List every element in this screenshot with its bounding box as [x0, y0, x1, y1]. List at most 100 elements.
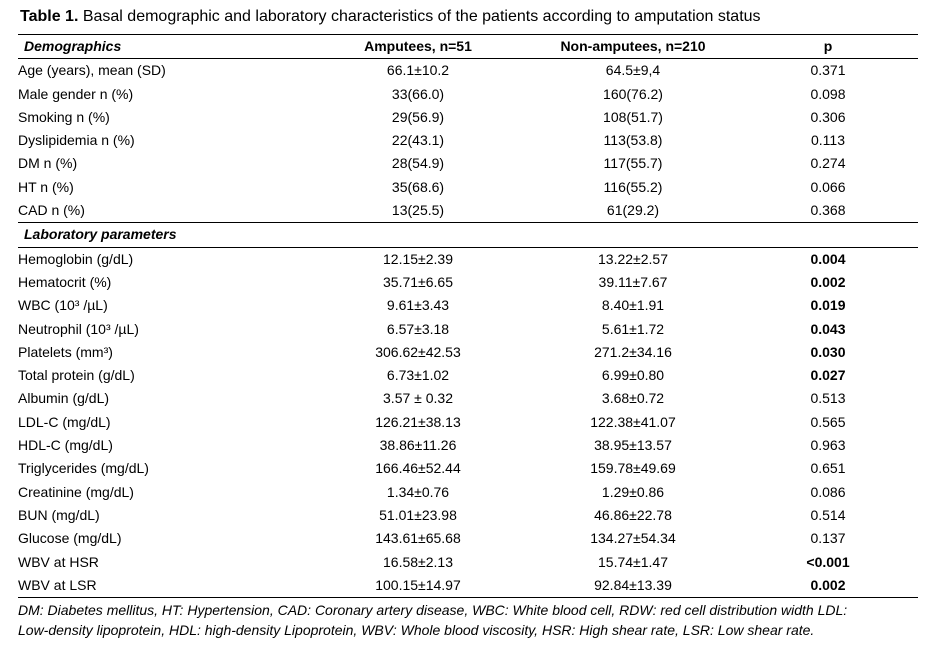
caption-lead: Table 1.: [20, 8, 79, 25]
footnote-line-1: DM: Diabetes mellitus, HT: Hypertension,…: [18, 602, 848, 618]
cell-non-amputees: 92.84±13.39: [528, 573, 738, 599]
table-row: Total protein (g/dL) 6.73±1.02 6.99±0.80 0.…: [18, 364, 918, 387]
cell-amputees: 28(54.9): [391, 155, 445, 172]
table-row: Neutrophil (10³ /µL) 6.57±3.18 5.61±1.72 0.…: [18, 318, 918, 341]
row-label: LDL-C (mg/dL): [18, 413, 111, 430]
row-label: Hemoglobin (g/dL): [18, 250, 134, 267]
cell-amputees: 143.61±65.68: [375, 530, 461, 547]
row-label: Neutrophil (10³ /µL): [18, 320, 139, 337]
cell-p-value: 0.651: [810, 460, 846, 477]
header-p: p: [823, 38, 833, 54]
cell-non-amputees: 271.2±34.16: [594, 343, 672, 360]
row-label: BUN (mg/dL): [18, 506, 100, 523]
row-label: WBV at HSR: [18, 553, 99, 570]
footnote-line-2: Low-density lipoprotein, HDL: high-densi…: [18, 622, 815, 638]
table-row: Platelets (mm³) 306.62±42.53 271.2±34.16 0.…: [18, 341, 918, 364]
cell-p-value: 0.004: [810, 250, 846, 267]
table-caption: Table 1. Basal demographic and laborator…: [20, 7, 920, 27]
caption-text: Basal demographic and laboratory charact…: [78, 8, 761, 25]
cell-amputees: 35.71±6.65: [383, 273, 453, 290]
cell-amputees: 306.62±42.53: [375, 343, 461, 360]
cell-p-value: 0.306: [810, 108, 846, 125]
row-label: Triglycerides (mg/dL): [18, 460, 149, 477]
cell-amputees: 33(66.0): [391, 85, 445, 102]
cell-non-amputees: 159.78±49.69: [590, 460, 676, 477]
row-label: WBC (10³ /µL): [18, 297, 108, 314]
table-row: CAD n (%) 13(25.5) 61(29.2) 0.368: [18, 199, 918, 223]
cell-p-value: 0.066: [810, 178, 846, 195]
cell-amputees: 12.15±2.39: [383, 250, 453, 267]
cell-p-value: 0.030: [810, 343, 846, 360]
table-footnote: DM: Diabetes mellitus, HT: Hypertension,…: [18, 600, 928, 640]
cell-p-value: 0.513: [810, 390, 846, 407]
cell-non-amputees: 113(53.8): [603, 132, 663, 149]
table-row: HDL-C (mg/dL) 38.86±11.26 38.95±13.57 0.963: [18, 434, 918, 457]
header-amputees: Amputees, n=51: [364, 38, 472, 54]
cell-non-amputees: 13.22±2.57: [598, 250, 668, 267]
cell-non-amputees: 46.86±22.78: [594, 506, 672, 523]
cell-non-amputees: 116(55.2): [603, 178, 663, 195]
cell-non-amputees: 5.61±1.72: [601, 320, 665, 337]
cell-p-value: 0.371: [810, 62, 846, 79]
section-row-laboratory: Laboratory parameters: [18, 222, 918, 248]
cell-amputees: 51.01±23.98: [379, 506, 457, 523]
table-row: Male gender n (%) 33(66.0) 160(76.2) 0.098: [18, 83, 918, 106]
cell-p-value: 0.113: [811, 132, 845, 149]
cell-p-value: <0.001: [806, 553, 850, 570]
cell-non-amputees: 15.74±1.47: [598, 553, 668, 570]
table-row: Dyslipidemia n (%) 22(43.1) 113(53.8) 0.113: [18, 129, 918, 152]
cell-non-amputees: 38.95±13.57: [594, 437, 672, 454]
cell-p-value: 0.274: [810, 155, 846, 172]
header-demographics: Demographics: [24, 38, 122, 54]
demographics-body: Age (years), mean (SD) 66.1±10.2 64.5±9,4 0…: [18, 59, 918, 223]
cell-amputees: 9.61±3.43: [386, 297, 450, 314]
table-row: Age (years), mean (SD) 66.1±10.2 64.5±9,4 0…: [18, 59, 918, 83]
table-row: WBV at HSR 16.58±2.13 15.74±1.47 <0.001: [18, 551, 918, 574]
row-label: WBV at LSR: [18, 573, 308, 599]
characteristics-table: Demographics Amputees, n=51 Non-amputees…: [18, 34, 918, 599]
cell-p-value: 0.098: [810, 85, 846, 102]
section-title-laboratory: Laboratory parameters: [18, 222, 918, 248]
cell-p-value: 0.043: [810, 320, 846, 337]
cell-non-amputees: 39.11±7.67: [598, 273, 668, 290]
cell-amputees: 100.15±14.97: [308, 573, 528, 599]
table-row: Glucose (mg/dL) 143.61±65.68 134.27±54.34 0…: [18, 527, 918, 550]
cell-p-value: 0.027: [810, 367, 846, 384]
cell-non-amputees: 6.99±0.80: [601, 367, 665, 384]
table-row: Albumin (g/dL) 3.57 ± 0.32 3.68±0.72 0.513: [18, 387, 918, 410]
row-label: Hematocrit (%): [18, 273, 112, 290]
cell-amputees: 126.21±38.13: [375, 413, 461, 430]
cell-amputees: 38.86±11.26: [379, 437, 457, 454]
row-label: Smoking n (%): [18, 108, 110, 125]
cell-amputees: 16.58±2.13: [383, 553, 453, 570]
table-row: Triglycerides (mg/dL) 166.46±52.44 159.78±…: [18, 457, 918, 480]
table-row: LDL-C (mg/dL) 126.21±38.13 122.38±41.07 0.5…: [18, 411, 918, 434]
cell-non-amputees: 8.40±1.91: [601, 297, 665, 314]
cell-amputees: 6.73±1.02: [386, 367, 450, 384]
cell-non-amputees: 64.5±9,4: [605, 62, 661, 79]
cell-non-amputees: 117(55.7): [603, 155, 663, 172]
cell-non-amputees: 160(76.2): [603, 85, 663, 102]
cell-amputees: 166.46±52.44: [375, 460, 461, 477]
table-row: HT n (%) 35(68.6) 116(55.2) 0.066: [18, 176, 918, 199]
table-row: WBC (10³ /µL) 9.61±3.43 8.40±1.91 0.019: [18, 294, 918, 317]
row-label: CAD n (%): [18, 202, 85, 219]
cell-non-amputees: 134.27±54.34: [590, 530, 676, 547]
row-label: Total protein (g/dL): [18, 367, 135, 384]
cell-p-value: 0.002: [810, 273, 846, 290]
row-label: HDL-C (mg/dL): [18, 437, 113, 454]
row-label: HT n (%): [18, 178, 74, 195]
header-non-amputees: Non-amputees, n=210: [560, 38, 706, 54]
row-label: Albumin (g/dL): [18, 390, 110, 407]
table-row: DM n (%) 28(54.9) 117(55.7) 0.274: [18, 152, 918, 175]
row-label: Age (years), mean (SD): [18, 62, 166, 79]
table-row: Creatinine (mg/dL) 1.34±0.76 1.29±0.86 0.08…: [18, 481, 918, 504]
cell-amputees: 1.34±0.76: [386, 483, 450, 500]
cell-p-value: 0.086: [810, 483, 846, 500]
row-label: Platelets (mm³): [18, 343, 113, 360]
lab-section: Laboratory parameters: [18, 222, 918, 248]
cell-amputees: 66.1±10.2: [386, 62, 450, 79]
cell-amputees: 6.57±3.18: [386, 320, 450, 337]
table-row: BUN (mg/dL) 51.01±23.98 46.86±22.78 0.514: [18, 504, 918, 527]
